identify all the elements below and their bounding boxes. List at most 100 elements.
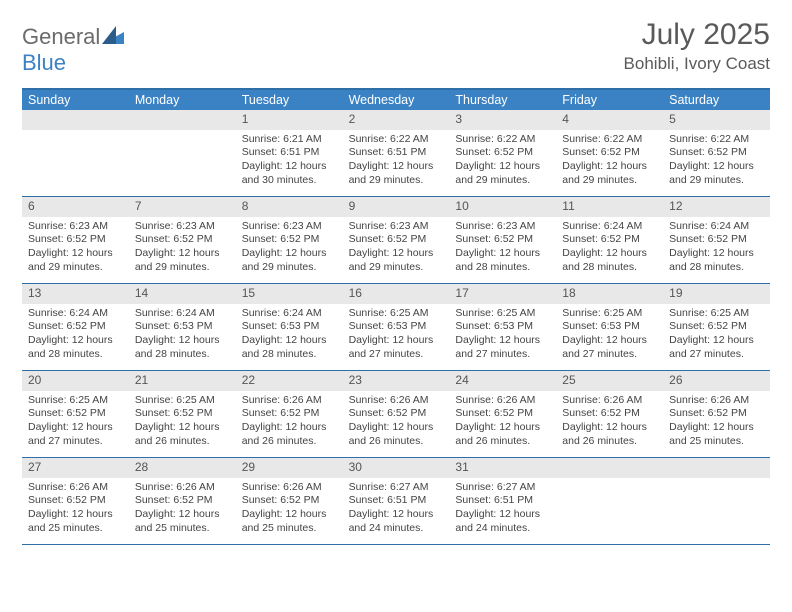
daylight-line: Daylight: 12 hours and 29 minutes. <box>349 160 444 187</box>
day-number: 21 <box>129 371 236 391</box>
day-number: 3 <box>449 110 556 130</box>
sunset-line: Sunset: 6:52 PM <box>242 233 337 247</box>
day-cell: 18Sunrise: 6:25 AMSunset: 6:53 PMDayligh… <box>556 284 663 370</box>
empty-cell <box>129 110 236 196</box>
day-body: Sunrise: 6:26 AMSunset: 6:52 PMDaylight:… <box>343 391 450 455</box>
logo-text-2: Blue <box>22 50 66 75</box>
day-number: 8 <box>236 197 343 217</box>
daylight-line: Daylight: 12 hours and 28 minutes. <box>242 334 337 361</box>
day-number: 26 <box>663 371 770 391</box>
day-body: Sunrise: 6:23 AMSunset: 6:52 PMDaylight:… <box>22 217 129 281</box>
sunset-line: Sunset: 6:52 PM <box>669 320 764 334</box>
sunset-line: Sunset: 6:53 PM <box>242 320 337 334</box>
sunset-line: Sunset: 6:52 PM <box>455 407 550 421</box>
day-body: Sunrise: 6:24 AMSunset: 6:53 PMDaylight:… <box>236 304 343 368</box>
sunset-line: Sunset: 6:51 PM <box>242 146 337 160</box>
day-number: 24 <box>449 371 556 391</box>
daylight-line: Daylight: 12 hours and 29 minutes. <box>669 160 764 187</box>
day-number: 10 <box>449 197 556 217</box>
daylight-line: Daylight: 12 hours and 24 minutes. <box>349 508 444 535</box>
dow-sunday: Sunday <box>22 90 129 110</box>
day-cell: 6Sunrise: 6:23 AMSunset: 6:52 PMDaylight… <box>22 197 129 283</box>
sunset-line: Sunset: 6:51 PM <box>349 494 444 508</box>
empty-cell <box>22 110 129 196</box>
daylight-line: Daylight: 12 hours and 27 minutes. <box>28 421 123 448</box>
sunrise-line: Sunrise: 6:26 AM <box>242 481 337 495</box>
day-number: 12 <box>663 197 770 217</box>
daylight-line: Daylight: 12 hours and 28 minutes. <box>669 247 764 274</box>
sunset-line: Sunset: 6:52 PM <box>135 494 230 508</box>
day-number: 15 <box>236 284 343 304</box>
daylight-line: Daylight: 12 hours and 29 minutes. <box>562 160 657 187</box>
day-number: 27 <box>22 458 129 478</box>
daylight-line: Daylight: 12 hours and 27 minutes. <box>349 334 444 361</box>
sunrise-line: Sunrise: 6:26 AM <box>455 394 550 408</box>
sunrise-line: Sunrise: 6:23 AM <box>28 220 123 234</box>
sunrise-line: Sunrise: 6:24 AM <box>28 307 123 321</box>
day-body: Sunrise: 6:22 AMSunset: 6:52 PMDaylight:… <box>663 130 770 194</box>
day-number: 29 <box>236 458 343 478</box>
day-cell: 23Sunrise: 6:26 AMSunset: 6:52 PMDayligh… <box>343 371 450 457</box>
day-body: Sunrise: 6:26 AMSunset: 6:52 PMDaylight:… <box>22 478 129 542</box>
dow-thursday: Thursday <box>449 90 556 110</box>
location: Bohibli, Ivory Coast <box>624 54 770 74</box>
dow-wednesday: Wednesday <box>343 90 450 110</box>
calendar: SundayMondayTuesdayWednesdayThursdayFrid… <box>22 88 770 545</box>
day-body: Sunrise: 6:25 AMSunset: 6:53 PMDaylight:… <box>556 304 663 368</box>
day-cell: 10Sunrise: 6:23 AMSunset: 6:52 PMDayligh… <box>449 197 556 283</box>
day-cell: 24Sunrise: 6:26 AMSunset: 6:52 PMDayligh… <box>449 371 556 457</box>
day-body: Sunrise: 6:22 AMSunset: 6:52 PMDaylight:… <box>449 130 556 194</box>
day-body: Sunrise: 6:24 AMSunset: 6:52 PMDaylight:… <box>663 217 770 281</box>
day-body: Sunrise: 6:21 AMSunset: 6:51 PMDaylight:… <box>236 130 343 194</box>
sunset-line: Sunset: 6:52 PM <box>349 407 444 421</box>
day-cell: 27Sunrise: 6:26 AMSunset: 6:52 PMDayligh… <box>22 458 129 544</box>
sunrise-line: Sunrise: 6:25 AM <box>669 307 764 321</box>
day-cell: 25Sunrise: 6:26 AMSunset: 6:52 PMDayligh… <box>556 371 663 457</box>
dow-saturday: Saturday <box>663 90 770 110</box>
day-number: 25 <box>556 371 663 391</box>
day-number: 5 <box>663 110 770 130</box>
day-number: 23 <box>343 371 450 391</box>
day-body: Sunrise: 6:26 AMSunset: 6:52 PMDaylight:… <box>129 478 236 542</box>
week-row: 20Sunrise: 6:25 AMSunset: 6:52 PMDayligh… <box>22 371 770 458</box>
sunset-line: Sunset: 6:52 PM <box>28 320 123 334</box>
day-cell: 30Sunrise: 6:27 AMSunset: 6:51 PMDayligh… <box>343 458 450 544</box>
day-number: 19 <box>663 284 770 304</box>
day-cell: 31Sunrise: 6:27 AMSunset: 6:51 PMDayligh… <box>449 458 556 544</box>
day-body: Sunrise: 6:25 AMSunset: 6:53 PMDaylight:… <box>343 304 450 368</box>
day-number <box>22 110 129 130</box>
day-cell: 8Sunrise: 6:23 AMSunset: 6:52 PMDaylight… <box>236 197 343 283</box>
day-body: Sunrise: 6:26 AMSunset: 6:52 PMDaylight:… <box>556 391 663 455</box>
sunset-line: Sunset: 6:52 PM <box>562 146 657 160</box>
sunset-line: Sunset: 6:52 PM <box>135 233 230 247</box>
day-body: Sunrise: 6:23 AMSunset: 6:52 PMDaylight:… <box>236 217 343 281</box>
daylight-line: Daylight: 12 hours and 28 minutes. <box>562 247 657 274</box>
day-number: 22 <box>236 371 343 391</box>
header: GeneralBlue July 2025 Bohibli, Ivory Coa… <box>22 18 770 76</box>
day-body: Sunrise: 6:22 AMSunset: 6:52 PMDaylight:… <box>556 130 663 194</box>
day-cell: 20Sunrise: 6:25 AMSunset: 6:52 PMDayligh… <box>22 371 129 457</box>
day-cell: 29Sunrise: 6:26 AMSunset: 6:52 PMDayligh… <box>236 458 343 544</box>
day-number <box>556 458 663 478</box>
logo-text: GeneralBlue <box>22 24 124 76</box>
daylight-line: Daylight: 12 hours and 29 minutes. <box>28 247 123 274</box>
day-body: Sunrise: 6:26 AMSunset: 6:52 PMDaylight:… <box>236 391 343 455</box>
day-number: 14 <box>129 284 236 304</box>
sunset-line: Sunset: 6:52 PM <box>28 233 123 247</box>
sunset-line: Sunset: 6:52 PM <box>242 494 337 508</box>
sunrise-line: Sunrise: 6:27 AM <box>349 481 444 495</box>
day-cell: 9Sunrise: 6:23 AMSunset: 6:52 PMDaylight… <box>343 197 450 283</box>
empty-cell <box>663 458 770 544</box>
sunrise-line: Sunrise: 6:26 AM <box>669 394 764 408</box>
empty-cell <box>556 458 663 544</box>
day-cell: 22Sunrise: 6:26 AMSunset: 6:52 PMDayligh… <box>236 371 343 457</box>
day-cell: 13Sunrise: 6:24 AMSunset: 6:52 PMDayligh… <box>22 284 129 370</box>
day-number: 13 <box>22 284 129 304</box>
sunset-line: Sunset: 6:52 PM <box>669 146 764 160</box>
sunrise-line: Sunrise: 6:26 AM <box>28 481 123 495</box>
daylight-line: Daylight: 12 hours and 29 minutes. <box>349 247 444 274</box>
day-number: 1 <box>236 110 343 130</box>
day-cell: 3Sunrise: 6:22 AMSunset: 6:52 PMDaylight… <box>449 110 556 196</box>
daylight-line: Daylight: 12 hours and 24 minutes. <box>455 508 550 535</box>
sunset-line: Sunset: 6:52 PM <box>135 407 230 421</box>
